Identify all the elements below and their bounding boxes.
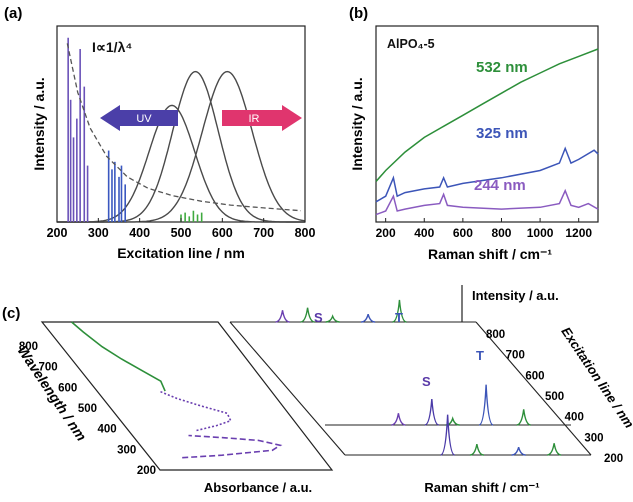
panel-b-x-ticks: 200 400 600 800 1000 1200 [376, 218, 592, 240]
panel-a-letter: (a) [4, 5, 22, 22]
wavelength-tick-4: 400 [97, 424, 116, 436]
raman-plane-left-edge [229, 321, 346, 456]
band-label-s-mid: S [422, 374, 431, 389]
a-tick-label-2: 400 [129, 226, 150, 240]
series-244-label: 244 nm [474, 177, 526, 194]
raman-plane-right-edge [475, 321, 592, 456]
uv-label: UV [136, 113, 152, 125]
absorbance-plane [40, 321, 334, 471]
a-tick-label-3: 500 [171, 226, 192, 240]
raman-peak-0-0 [275, 310, 290, 323]
panel-a-y-label: Intensity / a.u. [31, 77, 47, 170]
series-325-label: 325 nm [476, 125, 528, 142]
raman-peak-0-4 [392, 299, 407, 323]
raman-rows [229, 299, 592, 456]
raman-peak-2-0 [440, 414, 455, 456]
band-label-t-mid: T [476, 348, 484, 363]
excitation-tick-6: 200 [604, 453, 623, 465]
series-532-label: 532 nm [476, 59, 528, 76]
panel-a-spectral-lines [67, 37, 203, 222]
panel-b-y-label: Intensity / a.u. [349, 77, 365, 170]
b-tick-label-1: 400 [414, 226, 434, 240]
panel-a: (a) UV IR I∝1/λ⁴ 200 300 400 500 600 700 800 E… [4, 5, 315, 261]
absorbance-curve-2 [71, 321, 166, 392]
panel-a-x-ticks: 200 300 400 500 600 700 800 [47, 218, 316, 240]
wavelength-tick-2: 600 [58, 382, 77, 394]
b-tick-label-3: 800 [491, 226, 511, 240]
wavelength-tick-6: 200 [137, 465, 156, 477]
panel-b-x-label: Raman shift / cm⁻¹ [428, 246, 552, 262]
panel-b-plot-frame [375, 25, 599, 223]
series-line-1 [375, 146, 599, 203]
ir-arrow [222, 105, 302, 131]
raman-peak-1-4 [516, 409, 531, 426]
raman-peak-2-1 [469, 443, 484, 456]
raman-shift-axis-label: Raman shift / cm⁻¹ [424, 480, 539, 495]
absorbance-curve-0 [182, 434, 283, 459]
panel-a-dashed-curve [66, 43, 301, 212]
intensity-axis-label: Intensity / a.u. [472, 288, 559, 303]
b-tick-label-2: 600 [453, 226, 473, 240]
wavelength-tick-1: 700 [38, 362, 57, 374]
raman-peak-1-3 [478, 384, 494, 426]
ir-label: IR [249, 113, 260, 125]
raman-peak-0-3 [361, 314, 376, 323]
panel-b-series [375, 48, 599, 216]
band-label-t-top: T [395, 310, 403, 325]
band-label-s-top: S [314, 310, 323, 325]
a-tick-label-5: 700 [253, 226, 274, 240]
panel-b: (b) AlPO₄-5 532 nm 325 nm 244 nm 200 400 6… [349, 5, 599, 262]
wavelength-tick-5: 300 [117, 444, 136, 456]
raman-peak-0-2 [325, 314, 340, 323]
excitation-tick-0: 800 [486, 329, 505, 341]
panel-a-x-label: Excitation line / nm [117, 245, 245, 261]
b-tick-label-0: 200 [376, 226, 396, 240]
b-tick-label-5: 1200 [565, 226, 592, 240]
uv-arrow [100, 105, 178, 131]
series-line-2 [375, 188, 599, 216]
absorbance-axis-label: Absorbance / a.u. [204, 480, 312, 495]
raman-peak-2-3 [547, 443, 562, 456]
excitation-tick-1: 700 [506, 350, 525, 362]
excitation-tick-5: 300 [584, 432, 603, 444]
a-tick-label-6: 800 [295, 226, 316, 240]
wavelength-tick-0: 800 [19, 341, 38, 353]
a-tick-label-4: 600 [212, 226, 233, 240]
raman-peak-1-1 [424, 398, 440, 426]
excitation-tick-4: 400 [565, 412, 584, 424]
a-tick-label-0: 200 [47, 226, 68, 240]
excitation-tick-3: 500 [545, 391, 564, 403]
absorbance-curves [71, 321, 283, 459]
panel-b-annotation: AlPO₄-5 [387, 37, 435, 51]
raman-peak-0-1 [300, 307, 315, 323]
wavelength-tick-3: 500 [78, 403, 97, 415]
absorbance-curve-1 [158, 390, 232, 432]
raman-peak-1-0 [391, 413, 406, 426]
a-tick-label-1: 300 [88, 226, 109, 240]
series-line-0 [375, 48, 599, 182]
panel-c-letter: (c) [2, 305, 20, 322]
raman-peak-2-2 [511, 447, 526, 456]
panel-b-letter: (b) [349, 5, 368, 22]
excitation-tick-2: 600 [525, 370, 544, 382]
b-tick-label-4: 1000 [527, 226, 554, 240]
panel-a-formula: I∝1/λ⁴ [92, 39, 132, 55]
